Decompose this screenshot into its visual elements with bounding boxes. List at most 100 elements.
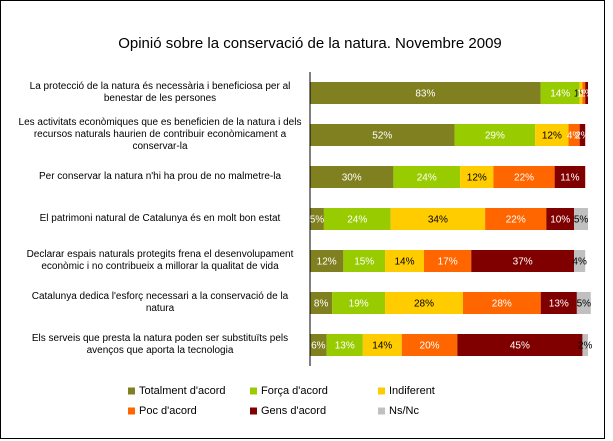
value-label: 2% bbox=[578, 341, 593, 352]
legend-swatch bbox=[378, 407, 385, 415]
legend-label: Poc d'acord bbox=[139, 405, 197, 417]
bar-segment bbox=[574, 208, 588, 230]
bar-segment bbox=[343, 250, 386, 272]
value-label: 14% bbox=[550, 89, 570, 100]
value-label: 24% bbox=[417, 173, 437, 184]
value-label: 83% bbox=[415, 89, 435, 100]
legend-swatch bbox=[250, 387, 257, 395]
value-label: 4% bbox=[567, 131, 582, 142]
bar-segment bbox=[310, 124, 455, 146]
bar-segment bbox=[574, 250, 586, 272]
bar-segment bbox=[579, 124, 586, 146]
bar-segment bbox=[568, 124, 580, 146]
value-label: 22% bbox=[506, 215, 526, 226]
bar-segment bbox=[471, 250, 575, 272]
bar-segment bbox=[554, 166, 586, 188]
bar-segment bbox=[310, 166, 394, 188]
legend-label: Força d'acord bbox=[261, 385, 328, 397]
value-label: 30% bbox=[342, 173, 362, 184]
legend-swatch bbox=[378, 387, 385, 395]
value-label: 28% bbox=[492, 299, 512, 310]
bar-segment bbox=[326, 334, 363, 356]
legend-swatch bbox=[128, 387, 135, 395]
bar-segment bbox=[385, 250, 424, 272]
legend-label: Indiferent bbox=[389, 385, 435, 397]
value-label: 37% bbox=[513, 257, 533, 268]
value-label: 8% bbox=[314, 299, 329, 310]
value-label: 17% bbox=[438, 257, 458, 268]
bar-segment bbox=[546, 208, 575, 230]
value-label: 14% bbox=[395, 257, 415, 268]
value-label: 6% bbox=[311, 341, 326, 352]
bar-segment bbox=[393, 166, 461, 188]
value-label: 5% bbox=[574, 215, 589, 226]
bar-segment bbox=[540, 292, 577, 314]
value-label: 2% bbox=[575, 131, 590, 142]
value-label: 45% bbox=[510, 341, 530, 352]
value-label: 10% bbox=[550, 215, 570, 226]
bar-segment bbox=[332, 292, 386, 314]
chart-title: Opinió sobre la conservació de la natura… bbox=[118, 35, 502, 52]
bar-segment bbox=[310, 208, 324, 230]
legend-label: Gens d'acord bbox=[261, 405, 326, 417]
category-label: La protecció de la natura és necessària … bbox=[29, 81, 291, 104]
category-label: Les activitats econòmiques que es benefi… bbox=[18, 117, 302, 152]
bar-segment bbox=[540, 82, 580, 104]
bar-segment bbox=[582, 82, 586, 104]
bar-segment bbox=[323, 208, 391, 230]
value-label: 4% bbox=[572, 257, 587, 268]
bar-segment bbox=[310, 250, 344, 272]
value-label: 1% bbox=[577, 89, 592, 100]
legend-swatch bbox=[250, 407, 257, 415]
legend-label: Totalment d'acord bbox=[139, 385, 225, 397]
bar-segment bbox=[579, 82, 583, 104]
bar-segment bbox=[457, 334, 583, 356]
bar-segment bbox=[460, 166, 494, 188]
bar-segment bbox=[585, 82, 588, 104]
bar-segment bbox=[385, 292, 463, 314]
bar-segment bbox=[493, 166, 555, 188]
value-label: 13% bbox=[335, 341, 355, 352]
value-label: 1% bbox=[574, 89, 589, 100]
bar-segment bbox=[423, 250, 472, 272]
value-label: 1% bbox=[579, 89, 594, 100]
value-label: 15% bbox=[354, 257, 374, 268]
value-label: 24% bbox=[347, 215, 367, 226]
value-label: 20% bbox=[420, 341, 440, 352]
legend-label: Ns/Nc bbox=[389, 405, 419, 417]
value-label: 12% bbox=[467, 173, 487, 184]
value-label: 28% bbox=[414, 299, 434, 310]
value-label: 19% bbox=[349, 299, 369, 310]
value-label: 5% bbox=[577, 299, 592, 310]
value-label: 34% bbox=[428, 215, 448, 226]
value-label: 11% bbox=[560, 173, 579, 184]
bar-segment bbox=[535, 124, 569, 146]
value-label: 14% bbox=[372, 341, 392, 352]
bar-segment bbox=[454, 124, 536, 146]
bar-segment bbox=[362, 334, 402, 356]
bar-segment bbox=[582, 334, 588, 356]
bar-segment bbox=[390, 208, 486, 230]
value-label: 12% bbox=[542, 131, 562, 142]
category-label: Els serveis que presta la natura poden s… bbox=[31, 333, 289, 356]
bar-segment bbox=[310, 82, 541, 104]
legend-swatch bbox=[128, 407, 135, 415]
value-label: 12% bbox=[317, 257, 337, 268]
value-label: 22% bbox=[514, 173, 534, 184]
bar-segment bbox=[576, 292, 591, 314]
bar-segment bbox=[462, 292, 541, 314]
bar-segment bbox=[485, 208, 547, 230]
bar-segment bbox=[310, 334, 327, 356]
value-label: 13% bbox=[549, 299, 569, 310]
category-label: Declarar espais naturals protegits frena… bbox=[26, 249, 294, 272]
category-label: El patrimoni natural de Catalunya és en … bbox=[39, 213, 281, 224]
bar-segment bbox=[310, 292, 333, 314]
category-label: Catalunya dedica l'esforç necessari a la… bbox=[31, 291, 289, 314]
value-label: 29% bbox=[485, 131, 505, 142]
bar-segment bbox=[401, 334, 458, 356]
category-label: Per conservar la natura n'hi ha prou de … bbox=[38, 171, 282, 182]
value-label: 5% bbox=[310, 215, 325, 226]
value-label: 52% bbox=[372, 131, 392, 142]
